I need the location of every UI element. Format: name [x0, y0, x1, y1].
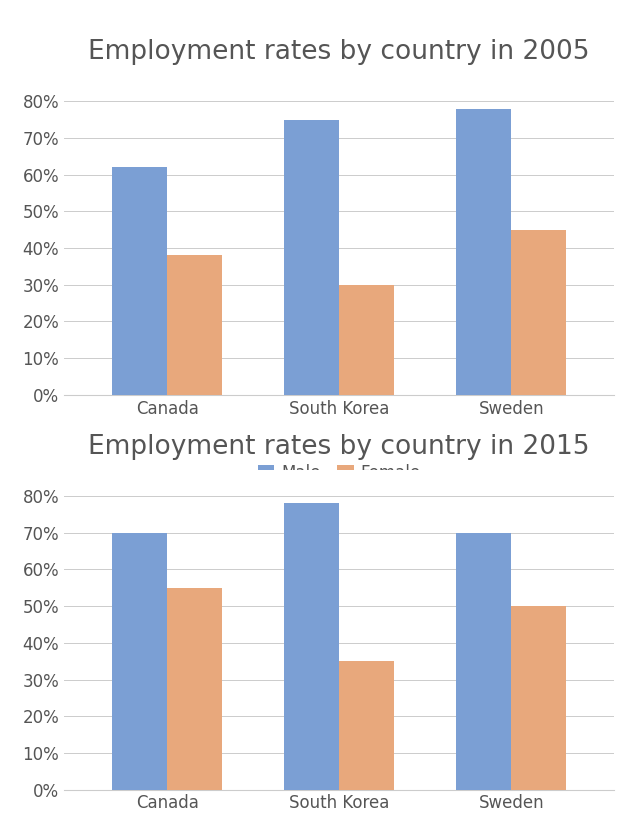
Bar [511, 229, 566, 395]
Title: Employment rates by country in 2005: Employment rates by country in 2005 [88, 39, 590, 65]
Bar [112, 167, 167, 395]
Bar [339, 285, 394, 395]
Bar [456, 108, 511, 395]
Bar [456, 533, 511, 790]
Bar [284, 503, 339, 790]
Bar [167, 255, 222, 395]
Bar [284, 119, 339, 395]
Title: Employment rates by country in 2015: Employment rates by country in 2015 [88, 433, 590, 459]
Bar [511, 606, 566, 790]
Bar [167, 588, 222, 790]
Legend: Male, Female: Male, Female [251, 458, 428, 489]
Bar [339, 661, 394, 790]
Bar [112, 533, 167, 790]
